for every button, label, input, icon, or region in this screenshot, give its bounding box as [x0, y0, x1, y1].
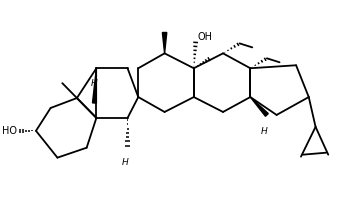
Polygon shape — [162, 33, 167, 53]
Polygon shape — [92, 68, 96, 103]
Polygon shape — [250, 97, 268, 116]
Text: H: H — [91, 79, 98, 88]
Text: H: H — [261, 127, 267, 136]
Text: OH: OH — [198, 33, 213, 42]
Text: H: H — [122, 158, 129, 167]
Text: HO: HO — [3, 126, 17, 136]
